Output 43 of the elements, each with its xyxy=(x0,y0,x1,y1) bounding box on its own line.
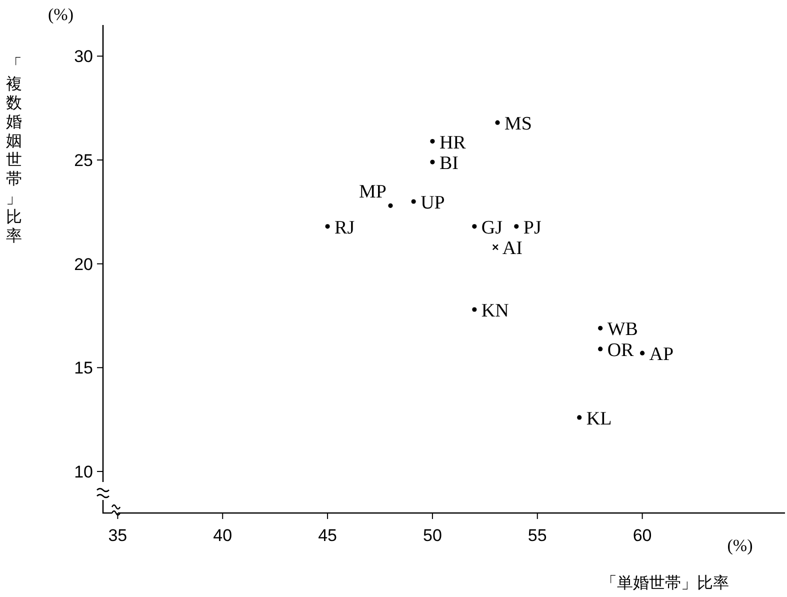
point xyxy=(325,224,330,229)
point xyxy=(577,415,582,420)
text: (%) xyxy=(727,536,753,555)
point xyxy=(598,346,603,352)
point xyxy=(495,120,500,125)
data-label: KL xyxy=(586,408,612,430)
data-label: MS xyxy=(504,114,532,135)
text: (%) xyxy=(48,5,74,24)
x-tick-label: 60 xyxy=(632,526,652,545)
data-label: PJ xyxy=(523,217,542,238)
data-label: RJ xyxy=(334,217,355,238)
data-label: WB xyxy=(607,319,638,340)
x-tick-label: 40 xyxy=(213,526,232,545)
data-label: AI xyxy=(502,238,522,260)
point xyxy=(472,307,477,312)
y-tick-label: 15 xyxy=(74,358,93,378)
data-label: KN xyxy=(481,300,510,322)
y-tick-label: 30 xyxy=(74,47,93,66)
point xyxy=(388,203,393,208)
data-label: HR xyxy=(439,132,466,154)
data-label: MP xyxy=(359,182,386,203)
data-label: UP xyxy=(420,192,445,214)
point xyxy=(472,224,477,229)
point xyxy=(598,326,603,330)
x-tick-label: 55 xyxy=(528,526,547,545)
data-label: OR xyxy=(607,340,634,361)
y-tick-label: 25 xyxy=(74,150,93,170)
point xyxy=(430,138,435,144)
data-label: GJ xyxy=(481,217,503,238)
text: 「複数婚姻世帯」比率 xyxy=(6,57,22,245)
point xyxy=(411,199,416,204)
point xyxy=(430,160,435,164)
point xyxy=(640,350,645,356)
point xyxy=(514,224,519,229)
x-tick-label: 50 xyxy=(423,526,442,545)
x-tick-label: 35 xyxy=(108,526,128,545)
x-axis-title: 「単婚世帯」比率 xyxy=(601,574,729,592)
data-label: AP xyxy=(649,344,674,366)
y-tick-label: 20 xyxy=(74,254,93,274)
y-tick-label: 10 xyxy=(74,462,93,482)
point xyxy=(492,244,499,250)
data-label: BI xyxy=(439,153,458,174)
x-tick-label: 45 xyxy=(318,526,337,545)
